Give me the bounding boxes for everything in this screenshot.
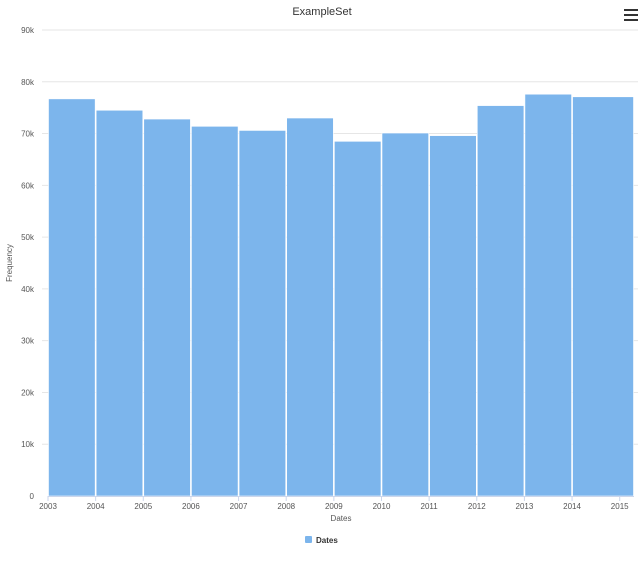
histogram-bar[interactable] bbox=[429, 135, 477, 497]
y-tick-label: 60k bbox=[21, 181, 35, 190]
legend[interactable]: Dates bbox=[305, 536, 338, 545]
legend-label: Dates bbox=[316, 536, 338, 545]
histogram-bar[interactable] bbox=[191, 126, 239, 497]
y-axis-label: Frequency bbox=[5, 244, 14, 282]
y-tick-label: 10k bbox=[21, 440, 35, 449]
x-tick-label: 2003 bbox=[39, 502, 57, 511]
x-tick-label: 2007 bbox=[230, 502, 248, 511]
x-axis-label: Dates bbox=[331, 514, 352, 523]
y-tick-label: 20k bbox=[21, 388, 35, 397]
y-tick-label: 50k bbox=[21, 233, 35, 242]
legend-swatch bbox=[305, 536, 312, 543]
menu-line-icon bbox=[624, 9, 638, 11]
histogram-bar[interactable] bbox=[48, 98, 96, 497]
histogram-bar[interactable] bbox=[143, 118, 191, 497]
x-tick-label: 2015 bbox=[611, 502, 629, 511]
y-tick-label: 40k bbox=[21, 285, 35, 294]
x-tick-label: 2013 bbox=[516, 502, 534, 511]
histogram-bar[interactable] bbox=[476, 105, 525, 497]
histogram-bar[interactable] bbox=[572, 96, 634, 497]
x-axis-ticks: 2003 2004 2005 2006 2007 2008 2009 2010 2011 2012… bbox=[39, 496, 629, 511]
x-tick-label: 2011 bbox=[421, 502, 439, 511]
x-tick-label: 2014 bbox=[563, 502, 581, 511]
menu-line-icon bbox=[624, 14, 638, 16]
x-tick-label: 2004 bbox=[87, 502, 105, 511]
menu-line-icon bbox=[624, 19, 638, 21]
y-axis-ticks: 0 10k 20k 30k 40k 50k 60k 70k 80k 90k bbox=[21, 26, 35, 501]
y-tick-label: 90k bbox=[21, 26, 35, 35]
x-tick-label: 2010 bbox=[373, 502, 391, 511]
y-tick-label: 70k bbox=[21, 130, 35, 139]
histogram-bar[interactable] bbox=[524, 93, 572, 497]
chart-menu-button[interactable] bbox=[622, 6, 640, 24]
chart-title: ExampleSet bbox=[292, 6, 351, 18]
histogram-bar[interactable] bbox=[238, 130, 287, 497]
x-tick-label: 2008 bbox=[277, 502, 295, 511]
x-tick-label: 2009 bbox=[325, 502, 343, 511]
x-tick-label: 2005 bbox=[134, 502, 152, 511]
y-tick-label: 0 bbox=[30, 492, 35, 501]
histogram-bar[interactable] bbox=[334, 141, 382, 497]
x-tick-label: 2012 bbox=[468, 502, 486, 511]
x-tick-label: 2006 bbox=[182, 502, 200, 511]
histogram-bar[interactable] bbox=[286, 117, 334, 497]
bars bbox=[48, 93, 634, 497]
histogram-bar[interactable] bbox=[95, 109, 144, 497]
y-tick-label: 80k bbox=[21, 78, 35, 87]
y-tick-label: 30k bbox=[21, 337, 35, 346]
histogram-bar[interactable] bbox=[381, 132, 429, 497]
